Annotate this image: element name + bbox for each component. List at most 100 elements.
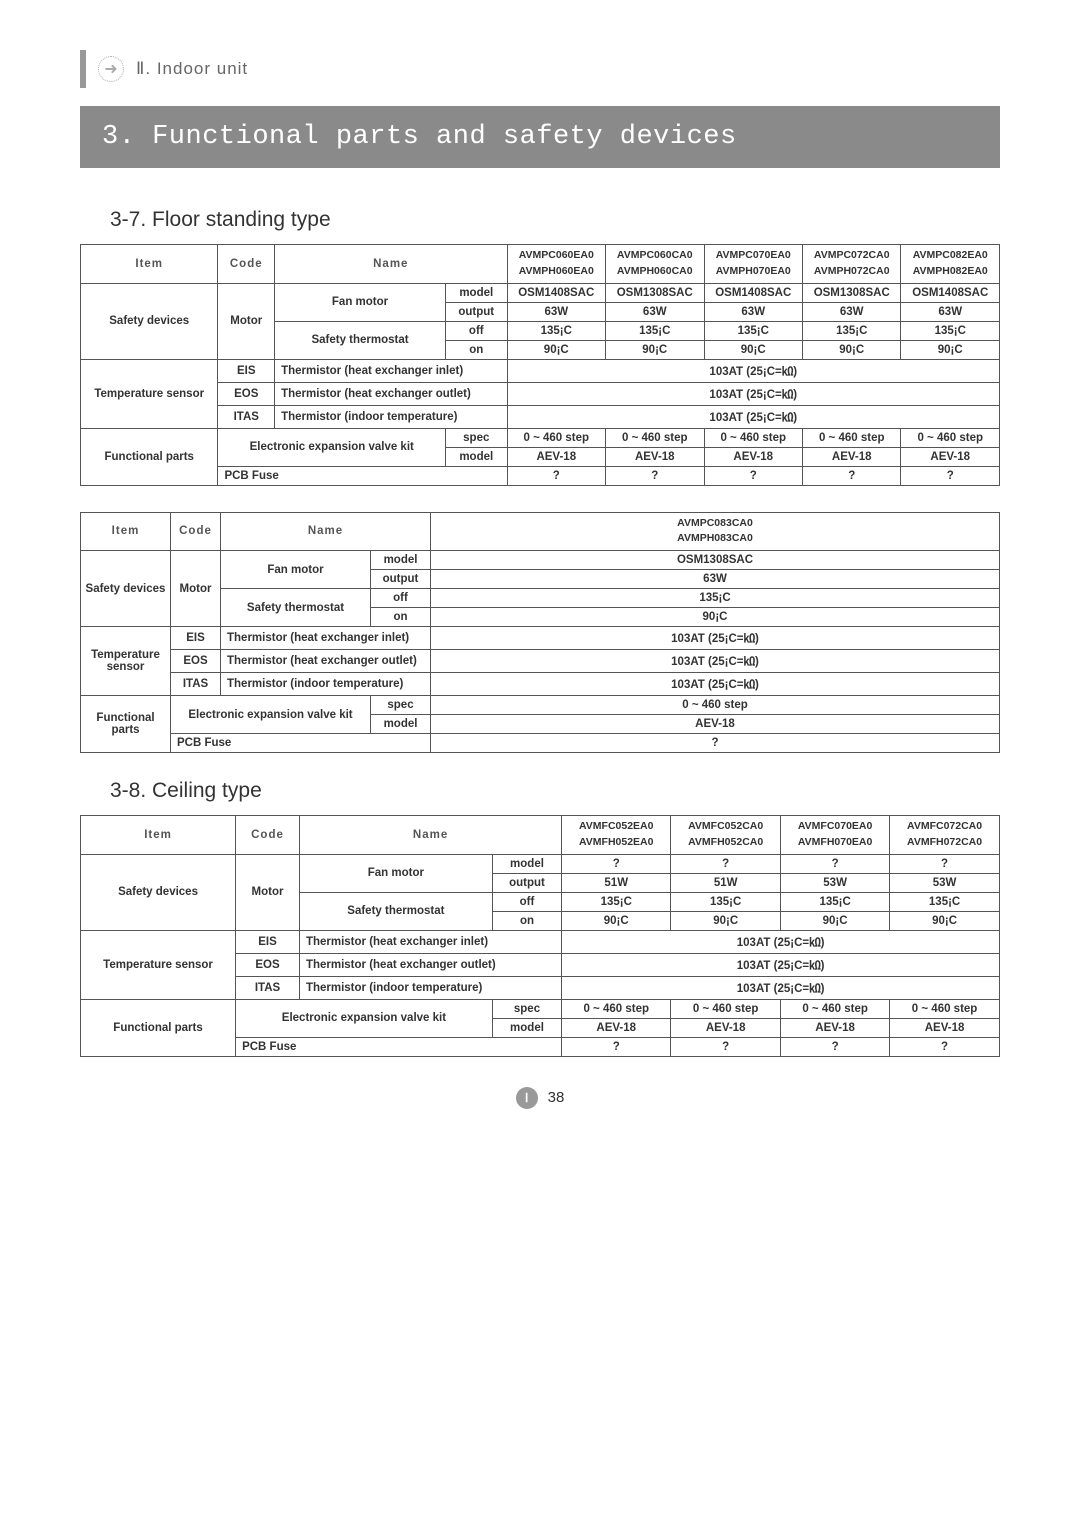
safety-therm: Safety thermostat (299, 892, 492, 930)
v: ? (704, 466, 802, 485)
header-row: Item Code Name AVMFC052EA0AVMFH052EA0 AV… (81, 816, 1000, 855)
eis: EIS (218, 359, 275, 382)
m1b: AVMPH060CA0 (617, 265, 693, 277)
m2b: AVMPH070EA0 (716, 265, 791, 277)
model-2: AVMFC070EA0AVMFH070EA0 (781, 816, 890, 855)
v: 90¡C (704, 340, 802, 359)
eev: Electronic expansion valve kit (236, 999, 493, 1037)
v: AEV-18 (507, 447, 605, 466)
v: 63W (606, 302, 704, 321)
safety-devices: Safety devices (81, 854, 236, 930)
v: 0 ~ 460 step (431, 696, 1000, 715)
v: 63W (507, 302, 605, 321)
eos-val: 103AT (25¡C=㏀) (507, 382, 999, 405)
v: 90¡C (901, 340, 1000, 359)
model-2: AVMPC070EA0 AVMPH070EA0 (704, 245, 802, 284)
eos: EOS (236, 953, 300, 976)
temp-sensor: Temperature sensor (81, 930, 236, 999)
v: ? (781, 854, 890, 873)
model-1: AVMFC052CA0AVMFH052CA0 (671, 816, 781, 855)
v: 135¡C (704, 321, 802, 340)
v: ? (671, 854, 781, 873)
v: ? (901, 466, 1000, 485)
arrow-icon: ➜ (98, 56, 124, 82)
section-label: Ⅱ. Indoor unit (136, 59, 248, 79)
fan-motor: Fan motor (275, 283, 446, 321)
v: 63W (802, 302, 900, 321)
pcb-fuse: PCB Fuse (236, 1037, 562, 1056)
row-eis: Temperature sensor EIS Thermistor (heat … (81, 627, 1000, 650)
eis-name: Thermistor (heat exchanger inlet) (221, 627, 431, 650)
th-name: Name (221, 512, 431, 551)
v: AEV-18 (704, 447, 802, 466)
itas: ITAS (218, 405, 275, 428)
heading-3-8: 3-8. Ceiling type (110, 779, 1000, 803)
fm-model: model (371, 551, 431, 570)
v: 63W (431, 570, 1000, 589)
motor: Motor (218, 283, 275, 359)
v: OSM1408SAC (507, 283, 605, 302)
func-parts: Functional parts (81, 696, 171, 753)
eev-model: model (371, 715, 431, 734)
v: 135¡C (901, 321, 1000, 340)
eos: EOS (171, 650, 221, 673)
v: 0 ~ 460 step (802, 428, 900, 447)
temp-sensor: Temperature sensor (81, 359, 218, 428)
itas-val: 103AT (25¡C=㏀) (562, 976, 1000, 999)
th-item: Item (81, 245, 218, 284)
st-off: off (371, 589, 431, 608)
fm-output: output (371, 570, 431, 589)
page-header: ➜ Ⅱ. Indoor unit (80, 50, 1000, 88)
eis-name: Thermistor (heat exchanger inlet) (299, 930, 561, 953)
v: 0 ~ 460 step (606, 428, 704, 447)
v: 90¡C (781, 911, 890, 930)
m4b: AVMPH082EA0 (913, 265, 988, 277)
model-0: AVMFC052EA0AVMFH052EA0 (562, 816, 671, 855)
m1t: AVMPC060CA0 (617, 249, 693, 261)
st-off: off (492, 892, 561, 911)
v: ? (507, 466, 605, 485)
eev-spec: spec (492, 999, 561, 1018)
m2t: AVMPC070EA0 (716, 249, 791, 261)
row-fm-model: Safety devices Motor Fan motor model OSM… (81, 551, 1000, 570)
row-eos: EOS Thermistor (heat exchanger outlet) 1… (81, 382, 1000, 405)
v: ? (781, 1037, 890, 1056)
m0b: AVMPH060EA0 (519, 265, 594, 277)
eos-val: 103AT (25¡C=㏀) (562, 953, 1000, 976)
v: 103AT (25¡C=㏀) (431, 627, 1000, 650)
v: OSM1408SAC (901, 283, 1000, 302)
v: 103AT (25¡C=㏀) (431, 673, 1000, 696)
m3t: AVMPC072CA0 (814, 249, 890, 261)
safety-devices: Safety devices (81, 283, 218, 359)
section-text: . Indoor unit (145, 59, 248, 78)
itas: ITAS (236, 976, 300, 999)
v: ? (802, 466, 900, 485)
v: 51W (671, 873, 781, 892)
safety-therm: Safety thermostat (221, 589, 371, 627)
eis-val: 103AT (25¡C=㏀) (562, 930, 1000, 953)
v: ? (890, 854, 1000, 873)
v: ? (890, 1037, 1000, 1056)
v: 90¡C (507, 340, 605, 359)
v: 0 ~ 460 step (890, 999, 1000, 1018)
model-0: AVMPC060EA0AVMPH060EA0 (507, 245, 605, 284)
v: ? (671, 1037, 781, 1056)
st-on: on (446, 340, 508, 359)
eev-model: model (446, 447, 508, 466)
v: AEV-18 (671, 1018, 781, 1037)
row-fm-model: Safety devices Motor Fan motor model ? ?… (81, 854, 1000, 873)
row-itas: ITAS Thermistor (indoor temperature) 103… (81, 405, 1000, 428)
th-item: Item (81, 816, 236, 855)
st-on: on (371, 608, 431, 627)
v: 0 ~ 460 step (562, 999, 671, 1018)
v: 0 ~ 460 step (671, 999, 781, 1018)
itas-val: 103AT (25¡C=㏀) (507, 405, 999, 428)
v: 103AT (25¡C=㏀) (431, 650, 1000, 673)
fm-output: output (446, 302, 508, 321)
func-parts: Functional parts (81, 999, 236, 1056)
v: 0 ~ 460 step (507, 428, 605, 447)
row-eev-spec: Functional parts Electronic expansion va… (81, 428, 1000, 447)
v: AEV-18 (802, 447, 900, 466)
v: AEV-18 (781, 1018, 890, 1037)
th-name: Name (275, 245, 507, 284)
